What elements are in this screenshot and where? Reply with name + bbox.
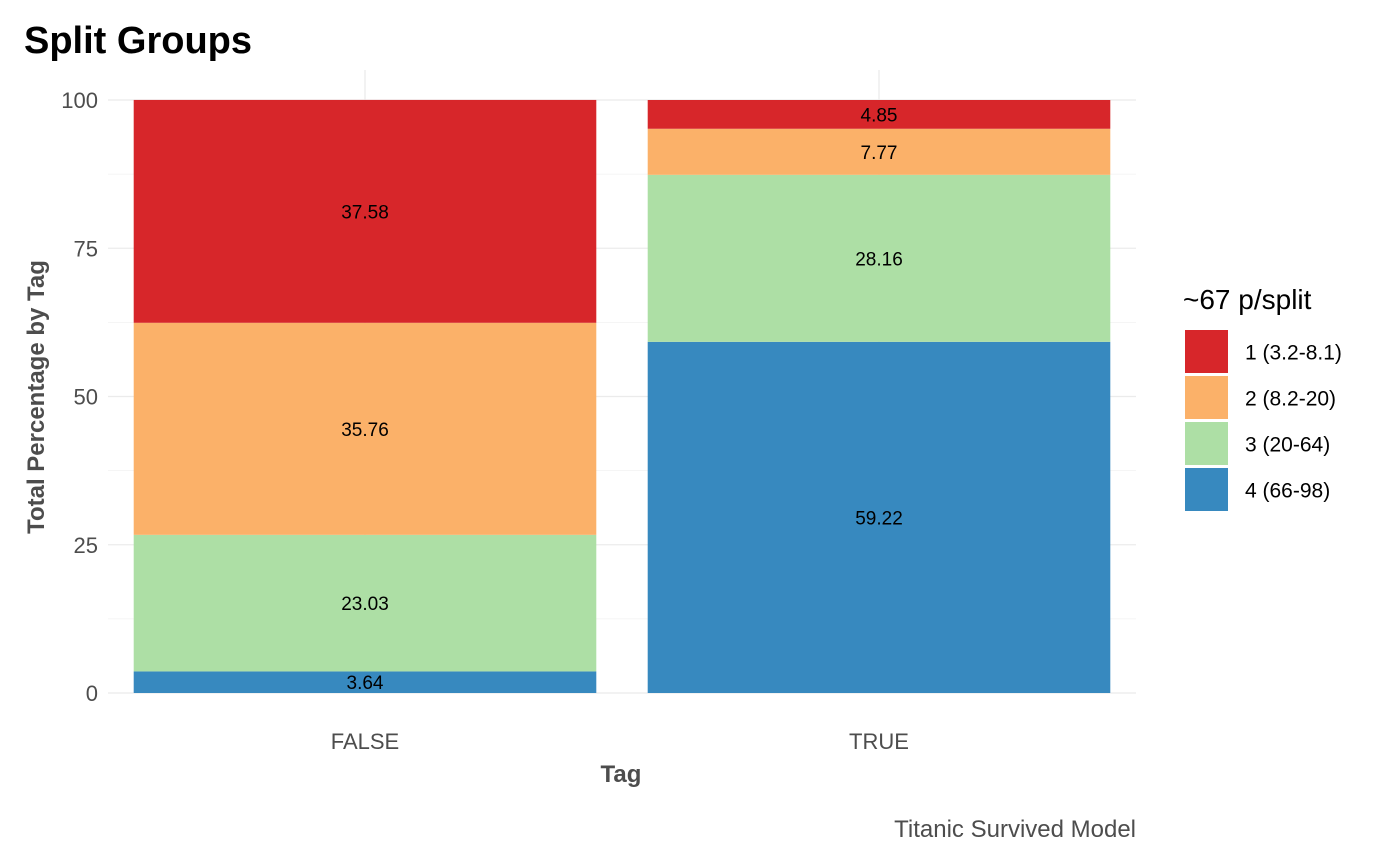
y-tick-label: 25 [74,533,98,558]
y-axis-ticks: 0 25 50 75 100 [61,88,98,706]
chart-title: Split Groups [24,20,252,62]
bar-segment [133,671,597,693]
legend-key [1185,422,1228,465]
y-axis-title: Total Percentage by Tag [23,260,50,534]
legend-key [1185,330,1228,373]
chart-caption: Titanic Survived Model [894,816,1136,843]
legend-label: 2 (8.2-20) [1245,388,1336,411]
bar-value-label: 4.85 [861,105,898,126]
legend-key [1185,468,1228,511]
data-labels: 3.64 23.03 35.76 37.58 59.22 28.16 7.77 4.85 [341,105,903,694]
bar-value-label: 3.64 [347,673,384,694]
bar-value-label: 37.58 [341,202,389,223]
bar-segment [647,174,1111,342]
y-tick-label: 75 [74,236,98,261]
bar-value-label: 23.03 [341,594,389,615]
x-tick-label: FALSE [331,729,399,754]
legend-label: 3 (20-64) [1245,434,1330,457]
y-tick-label: 100 [61,88,98,113]
bar-value-label: 28.16 [855,249,903,270]
legend-title: ~67 p/split [1183,284,1312,315]
bar-value-label: 59.22 [855,508,903,529]
bar-segment [647,128,1111,175]
y-tick-label: 0 [86,681,98,706]
y-tick-label: 50 [74,385,98,410]
bar-segment [133,322,597,535]
x-tick-label: TRUE [849,729,909,754]
bar-value-label: 35.76 [341,420,389,441]
legend-label: 1 (3.2-8.1) [1245,342,1342,365]
legend-label: 4 (66-98) [1245,480,1330,503]
legend-key [1185,376,1228,419]
bar-segment [647,341,1111,693]
x-axis-ticks: FALSE TRUE [331,729,909,754]
bar-segment [133,534,597,672]
x-axis-title: Tag [601,761,642,788]
bar-segments [133,99,1111,693]
legend: ~67 p/split 1 (3.2-8.1) 2 (8.2-20) 3 (20-6… [1183,284,1342,511]
bar-segment [133,99,597,323]
bar-value-label: 7.77 [861,143,898,164]
bar-segment [647,100,1111,129]
